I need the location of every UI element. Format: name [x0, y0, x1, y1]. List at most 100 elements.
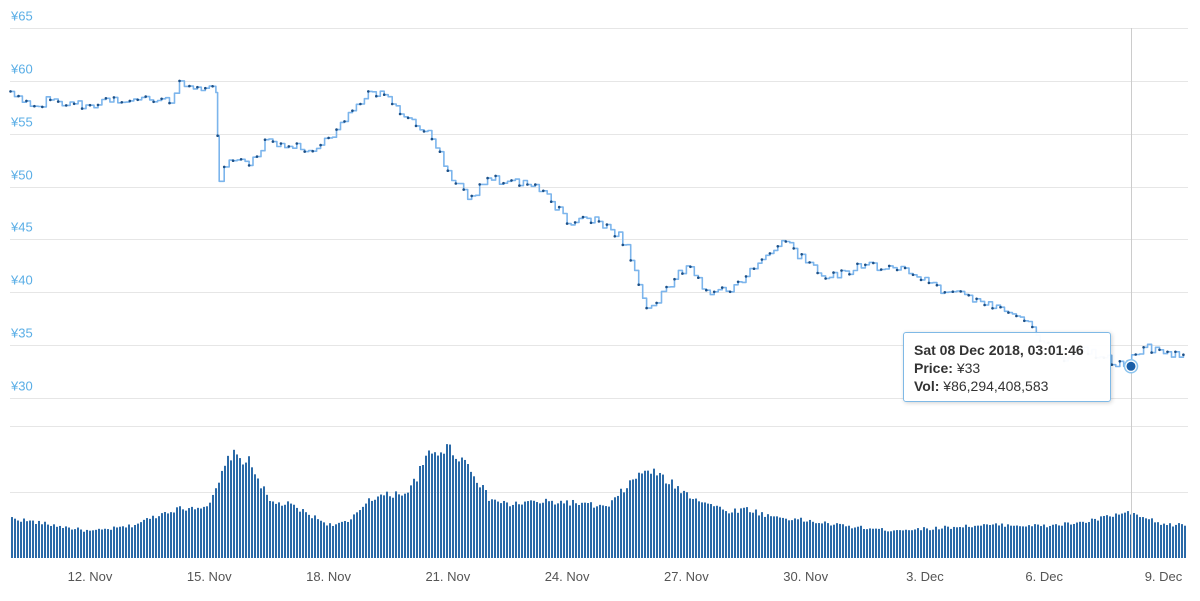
volume-bar	[659, 472, 661, 558]
volume-bar	[818, 523, 820, 558]
volume-bar	[632, 479, 634, 558]
volume-bar	[827, 523, 829, 558]
volume-bar	[878, 528, 880, 558]
volume-bar	[791, 520, 793, 558]
volume-bar	[350, 519, 352, 558]
price-point	[255, 155, 259, 158]
price-point	[271, 140, 275, 143]
price-point	[263, 138, 267, 141]
volume-bar	[449, 444, 451, 558]
volume-bar	[110, 529, 112, 558]
volume-bar	[758, 515, 760, 558]
volume-bar	[971, 527, 973, 558]
volume-bar	[785, 518, 787, 558]
volume-bar	[200, 508, 202, 558]
price-point	[655, 301, 658, 305]
volume-bar	[779, 517, 781, 558]
volume-bar	[587, 503, 589, 558]
volume-bar	[614, 497, 616, 558]
price-point	[895, 268, 899, 272]
volume-bar	[1103, 515, 1105, 558]
volume-bar	[890, 531, 892, 558]
volume-bar	[701, 502, 703, 558]
volume-bar	[413, 478, 415, 558]
price-point	[80, 107, 84, 110]
volume-bar	[986, 524, 988, 558]
price-point	[637, 283, 640, 287]
price-point	[9, 90, 12, 93]
volume-bar	[917, 528, 919, 558]
volume-bar	[338, 522, 340, 558]
volume-bar	[23, 518, 25, 558]
volume-bar	[776, 516, 778, 558]
price-point	[983, 303, 986, 307]
volume-bar	[665, 483, 667, 558]
volume-bar	[1178, 523, 1180, 558]
volume-bar	[311, 518, 313, 558]
volume-bar	[674, 488, 676, 558]
volume-bar	[68, 527, 70, 558]
price-point	[565, 222, 569, 225]
volume-bar	[893, 530, 895, 558]
volume-bar	[281, 505, 283, 558]
volume-bar	[638, 472, 640, 558]
volume-bar	[509, 506, 511, 558]
volume-bar	[1079, 521, 1081, 558]
price-point	[689, 265, 692, 269]
price-point	[152, 100, 155, 104]
volume-bar	[374, 499, 376, 558]
volume-bar	[308, 514, 310, 558]
volume-bar	[1037, 524, 1039, 558]
volume-bar	[1016, 525, 1018, 558]
volume-bar	[1118, 514, 1120, 558]
volume-bar	[251, 467, 253, 558]
price-point	[919, 278, 923, 282]
volume-bar	[584, 502, 586, 558]
volume-bar	[179, 506, 181, 558]
volume-bar	[1040, 526, 1042, 558]
price-point	[510, 179, 513, 182]
volume-bar	[602, 505, 604, 558]
volume-bar	[719, 506, 721, 558]
volume-bar	[47, 524, 49, 558]
volume-bar	[473, 476, 475, 558]
price-point	[390, 102, 394, 106]
volume-bar	[86, 529, 88, 558]
price-point	[927, 281, 931, 285]
volume-bar	[743, 507, 745, 558]
volume-bar	[704, 502, 706, 558]
price-point	[478, 183, 482, 186]
volume-bar	[359, 510, 361, 558]
volume-bar	[968, 526, 970, 558]
volume-bar	[809, 519, 811, 558]
price-point	[196, 85, 199, 89]
price-point	[422, 130, 426, 133]
price-point	[848, 273, 851, 276]
volume-bar	[293, 504, 295, 558]
volume-bar	[302, 509, 304, 558]
volume-bar	[620, 488, 622, 558]
volume-bar	[716, 505, 718, 558]
volume-bar	[740, 508, 742, 558]
price-point	[502, 181, 505, 185]
volume-bar	[1151, 518, 1153, 558]
volume-bar	[317, 519, 319, 558]
x-tick-label: 21. Nov	[425, 569, 470, 584]
volume-bar	[395, 491, 397, 558]
volume-bar	[752, 512, 754, 558]
volume-bar	[548, 501, 550, 558]
price-point	[784, 240, 788, 243]
volume-bar	[767, 514, 769, 558]
volume-bar	[770, 516, 772, 558]
volume-bar	[182, 509, 184, 558]
price-point	[744, 275, 748, 278]
volume-bar	[44, 521, 46, 558]
price-point	[112, 96, 116, 99]
price-point	[406, 116, 410, 120]
volume-bar	[521, 504, 523, 558]
volume-bar	[956, 527, 958, 558]
volume-bar	[1166, 525, 1168, 558]
volume-bar	[1070, 524, 1072, 558]
